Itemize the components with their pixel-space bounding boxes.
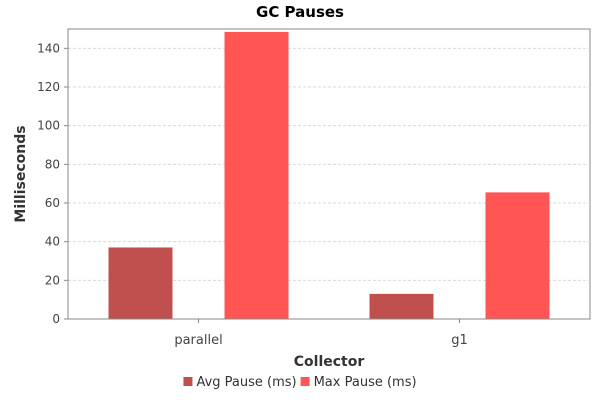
legend-swatch [183,377,193,386]
x-category-label: g1 [451,333,468,348]
chart-title: GC Pauses [256,3,344,21]
axes [64,29,590,323]
y-tick-label: 40 [45,235,60,249]
y-axis-title: Milliseconds [13,125,29,222]
bars [108,31,550,320]
bar-avg-pause-parallel [108,247,173,319]
legend-label: Max Pause (ms) [314,375,417,390]
y-tick-labels: 0 20 40 60 80 100 120 140 [37,41,60,326]
y-tick-label: 60 [45,196,60,210]
y-tick-label: 120 [37,80,60,94]
legend-label: Avg Pause (ms) [196,375,296,390]
y-tick-label: 20 [45,273,60,287]
legend: Avg Pause (ms) Max Pause (ms) [183,375,417,390]
y-tick-label: 0 [52,312,60,326]
bar-max-pause-parallel [224,31,289,320]
y-tick-label: 100 [37,119,60,133]
x-category-labels: parallel g1 [174,333,467,348]
x-category-label: parallel [174,333,222,348]
y-tick-label: 80 [45,157,60,171]
bar-max-pause-g1 [485,192,550,319]
y-tick-label: 140 [37,41,60,55]
legend-swatch [300,377,310,386]
bar-avg-pause-g1 [369,293,434,319]
x-axis-title: Collector [294,354,365,370]
